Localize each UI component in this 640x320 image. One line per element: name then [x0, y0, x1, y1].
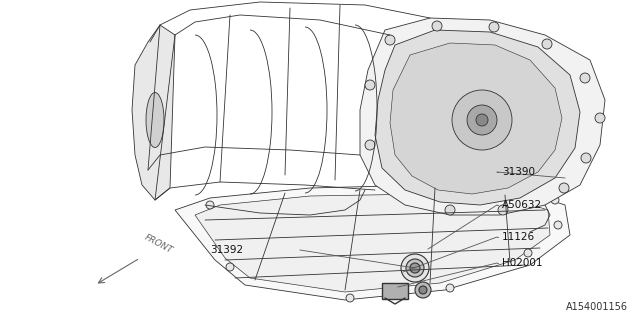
Circle shape — [445, 205, 455, 215]
Text: 11126: 11126 — [502, 232, 535, 242]
Circle shape — [581, 153, 591, 163]
Text: FRONT: FRONT — [143, 233, 174, 255]
Text: 31390: 31390 — [502, 167, 535, 177]
Circle shape — [419, 286, 427, 294]
Circle shape — [551, 196, 559, 204]
Polygon shape — [390, 43, 562, 194]
Circle shape — [226, 263, 234, 271]
Circle shape — [206, 201, 214, 209]
Circle shape — [467, 105, 497, 135]
FancyBboxPatch shape — [382, 283, 408, 299]
Polygon shape — [175, 185, 570, 300]
Circle shape — [385, 35, 395, 45]
Text: A154001156: A154001156 — [566, 302, 628, 312]
Circle shape — [554, 221, 562, 229]
Circle shape — [595, 113, 605, 123]
Text: A50632: A50632 — [502, 200, 542, 210]
Circle shape — [365, 80, 375, 90]
Circle shape — [416, 182, 424, 190]
Circle shape — [401, 254, 429, 282]
Circle shape — [476, 114, 488, 126]
Circle shape — [406, 259, 424, 277]
Circle shape — [410, 263, 420, 273]
Text: 31392: 31392 — [210, 245, 243, 255]
Polygon shape — [360, 18, 605, 215]
Circle shape — [489, 22, 499, 32]
Circle shape — [415, 282, 431, 298]
Circle shape — [446, 284, 454, 292]
Circle shape — [498, 205, 508, 215]
Text: H02001: H02001 — [502, 258, 543, 268]
Circle shape — [559, 183, 569, 193]
Circle shape — [524, 249, 532, 257]
Circle shape — [365, 140, 375, 150]
Circle shape — [452, 90, 512, 150]
Polygon shape — [375, 30, 580, 205]
Polygon shape — [195, 194, 550, 292]
Circle shape — [346, 294, 354, 302]
Circle shape — [580, 73, 590, 83]
Ellipse shape — [146, 92, 164, 148]
Circle shape — [432, 21, 442, 31]
Circle shape — [542, 39, 552, 49]
Polygon shape — [132, 25, 175, 200]
